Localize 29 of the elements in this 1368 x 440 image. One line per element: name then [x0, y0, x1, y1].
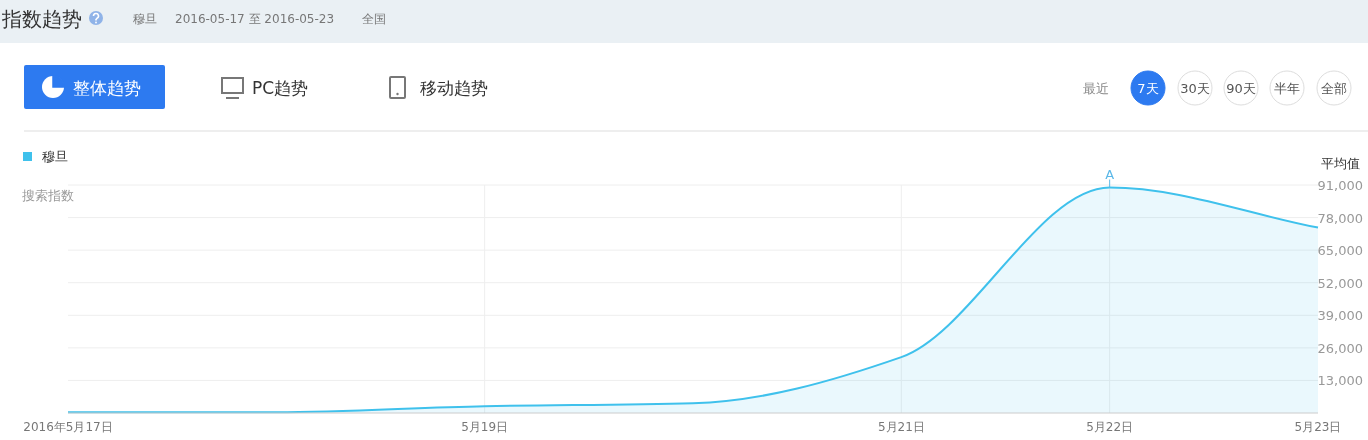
text: 2016-05-17 至 2016-05-23 [175, 12, 335, 26]
text: 30天 [1180, 81, 1210, 96]
x-tick-label: 5月21日 [877, 420, 925, 434]
x-tick-label: 5月19日 [461, 420, 509, 434]
x-tick-label: 5月23日 [1294, 420, 1342, 434]
text: 7天 [1137, 81, 1159, 96]
y-tick-label: 39,000 [1317, 308, 1363, 324]
annotation: A [1105, 166, 1115, 182]
text: 最近 [1083, 81, 1109, 96]
y-tick-label: 26,000 [1317, 340, 1363, 356]
chart-title: 指数趋势 [1, 7, 82, 31]
text: 移动趋势 [420, 78, 488, 98]
text: PC趋势 [252, 78, 309, 98]
text: 90天 [1226, 81, 1256, 96]
text: 全部 [1321, 81, 1347, 96]
text: 穆旦 [133, 12, 157, 26]
legend-label: 穆旦 [42, 149, 68, 164]
x-tick-label: 2016年5月17日 [23, 420, 113, 434]
y-axis-title: 搜索指数 [22, 188, 74, 203]
text: 平均值 [1321, 156, 1360, 171]
y-tick-label: 52,000 [1317, 275, 1363, 291]
y-tick-label: 65,000 [1317, 243, 1363, 259]
text: 半年 [1274, 81, 1300, 96]
x-tick-label: 5月22日 [1086, 420, 1134, 434]
text: 全国 [362, 12, 386, 26]
y-tick-label: 91,000 [1317, 178, 1363, 193]
y-tick-label: 13,000 [1317, 373, 1363, 389]
y-tick-label: 78,000 [1317, 210, 1363, 226]
text: 整体趋势 [73, 78, 141, 98]
